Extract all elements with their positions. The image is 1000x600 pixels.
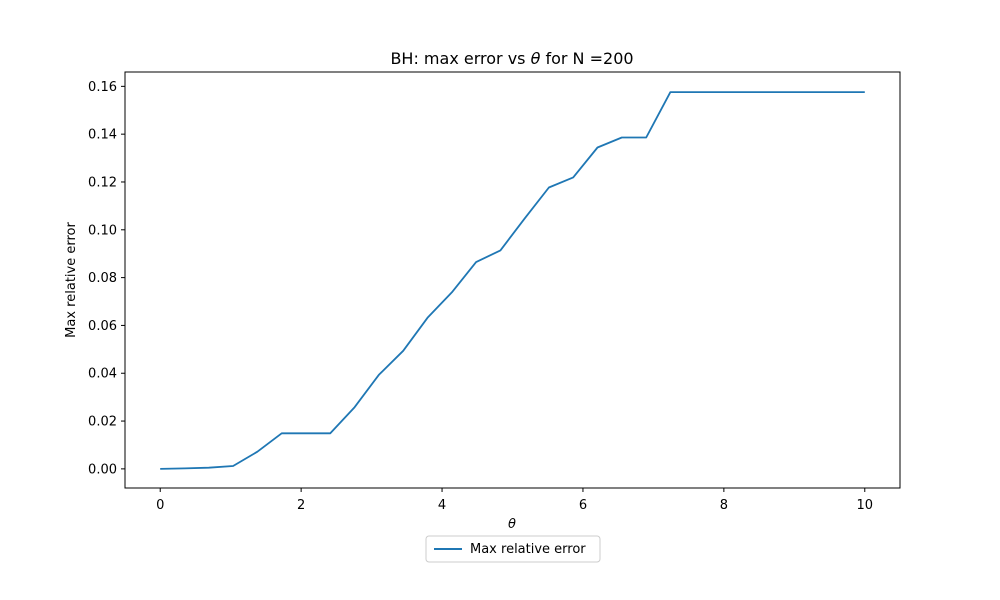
x-tick-label: 2 (297, 498, 305, 513)
y-tick-label: 0.02 (88, 415, 117, 430)
chart-title-prefix: BH: max error vs (390, 49, 530, 68)
y-tick-label: 0.08 (88, 271, 117, 286)
x-tick-label: 4 (438, 498, 446, 513)
y-axis: 0.00 0.02 0.04 0.06 0.08 0.10 0.12 0.14 0.16 (88, 80, 125, 477)
plot-frame (124, 71, 901, 489)
x-tick-label: 0 (156, 498, 164, 513)
y-tick-label: 0.16 (88, 80, 117, 95)
y-tick-label: 0.04 (88, 367, 117, 382)
y-tick-label: 0.00 (88, 462, 117, 477)
chart-title: BH: max error vs θ for N =200 (390, 49, 633, 68)
legend-entry-label: Max relative error (470, 542, 586, 557)
chart-title-suffix: for N =200 (540, 49, 633, 68)
legend: Max relative error (425, 535, 601, 563)
chart-title-symbol: θ (531, 49, 541, 68)
y-tick-label: 0.06 (88, 319, 117, 334)
y-tick-label: 0.14 (88, 128, 117, 143)
x-tick-label: 6 (579, 498, 587, 513)
x-axis: 0 2 4 6 8 10 (156, 488, 873, 513)
x-axis-label: θ (508, 517, 516, 532)
series-layer (160, 91, 865, 470)
y-tick-label: 0.10 (88, 223, 117, 238)
legend-box (425, 535, 601, 563)
y-tick-label: 0.12 (88, 175, 117, 190)
series-line-0 (160, 91, 865, 470)
x-tick-label: 8 (720, 498, 728, 513)
y-axis-label: Max relative error (64, 222, 79, 338)
x-tick-label: 10 (856, 498, 873, 513)
